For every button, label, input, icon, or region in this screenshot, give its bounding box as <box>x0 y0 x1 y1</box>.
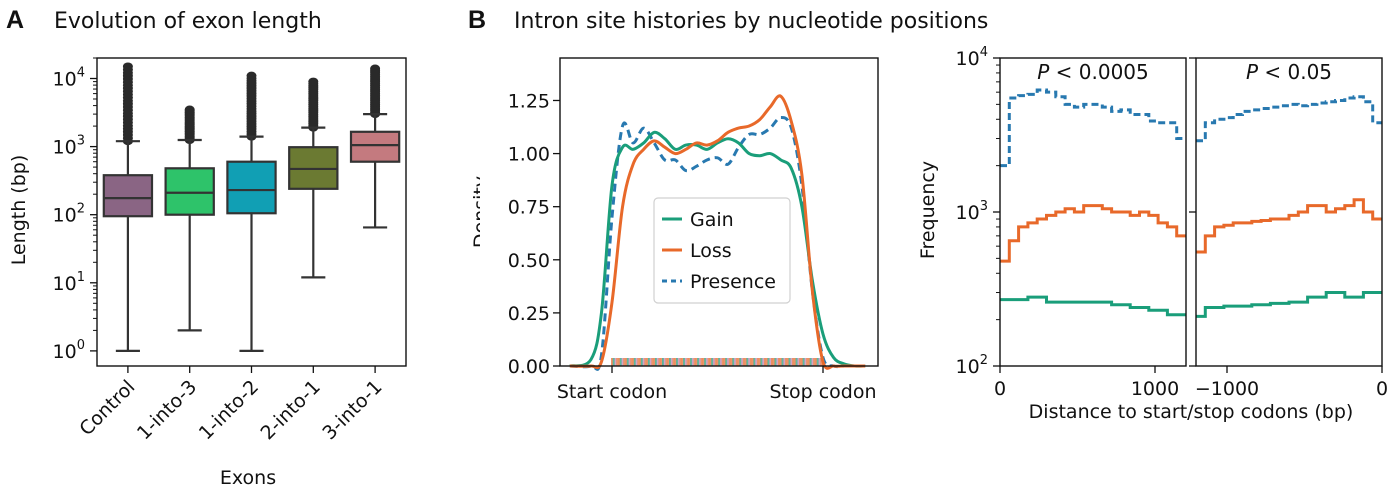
x-tick-label: Control <box>75 376 139 440</box>
x-tick-label: 1000 <box>1131 378 1179 400</box>
x-tick-label: Start codon <box>557 381 667 403</box>
panel-b-title: Intron site histories by nucleotide posi… <box>514 9 988 34</box>
y-tick-label: 0.00 <box>508 356 550 378</box>
x-tick-label: 0 <box>994 378 1006 400</box>
axes-frame <box>96 57 407 367</box>
x-tick-label: Stop codon <box>769 381 876 403</box>
axes-frame <box>1195 57 1383 367</box>
panel-a-title: Evolution of exon length <box>54 9 322 34</box>
panel-b-letter: B <box>468 6 486 34</box>
outlier-point <box>308 77 319 86</box>
density-line-loss <box>569 94 866 370</box>
outlier-point <box>246 71 257 80</box>
y-tick-label: 1.25 <box>508 90 550 112</box>
legend-label-gain: Gain <box>690 209 734 231</box>
panel-c-ylabel: Frequency <box>917 161 939 259</box>
box-Control <box>102 174 154 218</box>
y-tick-label: 103 <box>53 134 85 159</box>
step-line-loss <box>1196 198 1382 254</box>
y-tick-label: 102 <box>53 202 85 227</box>
rug-marks <box>611 358 824 366</box>
y-tick-label: 0.50 <box>508 250 550 272</box>
x-tick-label: −1000 <box>1195 378 1259 400</box>
x-tick-label: 1-into-3 <box>133 376 201 444</box>
panel-c-xlabel: Distance to start/stop codons (bp) <box>1029 401 1354 423</box>
panel-a-xlabel: Exons <box>220 467 276 489</box>
density-line-gain <box>569 130 866 368</box>
y-tick-label: 104 <box>956 45 988 70</box>
mask <box>480 56 559 368</box>
x-tick-label: 0 <box>1376 378 1388 400</box>
legend: Gain Loss Presence <box>653 197 791 304</box>
box-1-into-3 <box>164 167 215 216</box>
axes-frame <box>999 57 1187 367</box>
legend-frame <box>653 197 791 304</box>
x-tick-label: 1-into-2 <box>195 376 263 444</box>
p-value-annotation: P < 0.0005 <box>1037 60 1149 84</box>
y-tick-label: 101 <box>53 270 85 295</box>
y-tick-label: 1.00 <box>508 144 550 166</box>
y-tick-label: 103 <box>956 199 988 224</box>
y-tick-label: 100 <box>53 338 85 363</box>
frequency-plot: Frequency Distance to start/stop codons … <box>917 45 1388 423</box>
y-tick-label: 0.25 <box>508 303 550 325</box>
step-line-gain <box>1196 291 1382 318</box>
y-tick-label: 102 <box>956 353 988 378</box>
exon-length-boxplot: Length (bp) Exons 100 101 102 103 104 Control… <box>8 57 407 489</box>
outlier-point <box>370 64 381 73</box>
legend-label-presence: Presence <box>690 271 776 293</box>
outlier-point <box>184 105 195 114</box>
panel-a-letter: A <box>6 6 24 34</box>
y-tick-label: 0.75 <box>508 197 550 219</box>
step-line-gain <box>1000 295 1186 317</box>
panel-a-ylabel: Length (bp) <box>8 155 30 266</box>
legend-label-loss: Loss <box>690 240 732 262</box>
p-value-annotation: P < 0.05 <box>1246 60 1332 84</box>
step-line-presence <box>1196 95 1382 143</box>
step-line-loss <box>1000 204 1186 263</box>
outlier-point <box>122 62 133 71</box>
y-tick-label: 104 <box>53 65 85 90</box>
axes-frame <box>559 57 879 367</box>
step-line-presence <box>1000 88 1186 168</box>
box-1-into-2 <box>226 160 277 215</box>
x-tick-label: 3-into-1 <box>318 376 386 444</box>
box-3-into-1 <box>349 130 401 163</box>
x-tick-label: 2-into-1 <box>257 376 325 444</box>
